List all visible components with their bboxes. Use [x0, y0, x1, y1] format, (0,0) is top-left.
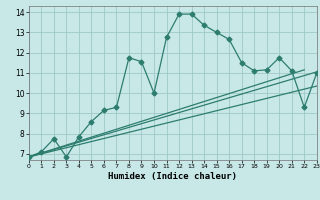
X-axis label: Humidex (Indice chaleur): Humidex (Indice chaleur) — [108, 172, 237, 181]
